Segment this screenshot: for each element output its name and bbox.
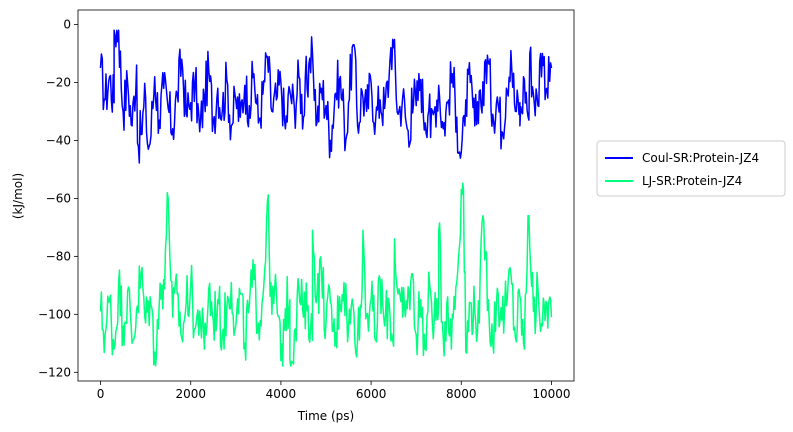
series-layer	[99, 29, 553, 367]
x-axis: 0 2000 4000 6000 8000 10000	[97, 381, 571, 401]
y-tick-label-0: 0	[63, 17, 71, 31]
x-tick-label-2000: 2000	[175, 387, 206, 401]
x-tick-label-4000: 4000	[266, 387, 297, 401]
y-tick-label--20: −20	[46, 75, 71, 89]
x-tick-label-6000: 6000	[356, 387, 387, 401]
y-tick-label--40: −40	[46, 133, 71, 147]
y-axis: 0 −20 −40 −60 −80 −100 −120	[38, 17, 78, 379]
x-tick-label-10000: 10000	[532, 387, 570, 401]
y-tick-label--60: −60	[46, 191, 71, 205]
legend: Coul-SR:Protein-JZ4 LJ-SR:Protein-JZ4	[596, 140, 786, 197]
plot-frame	[77, 9, 575, 382]
x-tick-label-0: 0	[97, 387, 105, 401]
series-line-1	[99, 182, 553, 367]
y-axis-label: (kJ/mol)	[11, 173, 25, 219]
x-axis-label: Time (ps)	[297, 409, 354, 423]
legend-label-lj: LJ-SR:Protein-JZ4	[642, 174, 742, 188]
x-tick-label-8000: 8000	[446, 387, 477, 401]
legend-label-coul: Coul-SR:Protein-JZ4	[642, 151, 759, 165]
y-tick-label--100: −100	[38, 307, 71, 321]
legend-box	[596, 140, 786, 197]
y-tick-label--120: −120	[38, 365, 71, 379]
series-line-0	[99, 29, 553, 164]
y-tick-label--80: −80	[46, 249, 71, 263]
